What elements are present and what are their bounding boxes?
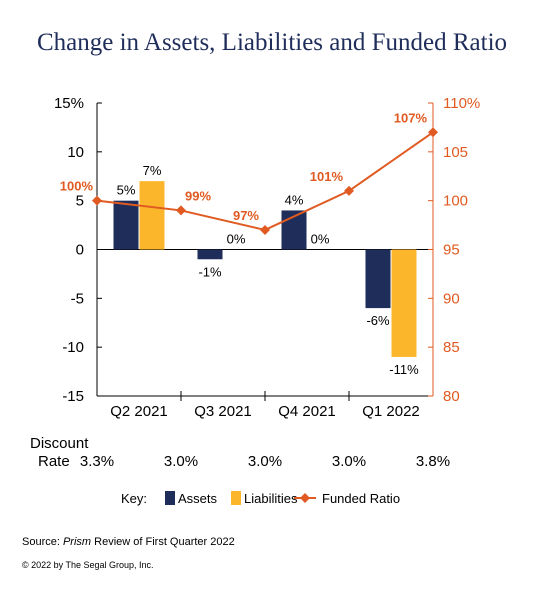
left-tick-label: -10 xyxy=(62,339,84,356)
left-tick-label: 0 xyxy=(76,242,84,259)
data-label-assets-q1-2022: -6% xyxy=(366,313,390,328)
data-label-assets-q4-2021: 4% xyxy=(285,192,304,207)
category-label-q3-2021: Q3 2021 xyxy=(194,403,252,420)
funded-ratio-label: 99% xyxy=(185,188,211,203)
category-label-q4-2021: Q4 2021 xyxy=(278,403,336,420)
bar-assets-q3-2021 xyxy=(197,249,223,260)
data-label-liabilities-q2-2021: 7% xyxy=(143,163,162,178)
funded-ratio-marker xyxy=(92,195,102,206)
bar-liabilities-q2-2021 xyxy=(139,181,165,250)
bar-assets-q2-2021 xyxy=(113,200,139,250)
legend-key-label: Key: xyxy=(121,491,147,506)
left-tick-label: -15 xyxy=(62,388,84,405)
source-publication: Prism xyxy=(63,536,91,548)
data-label-assets-q3-2021: -1% xyxy=(198,264,222,279)
legend-label-funded-ratio: Funded Ratio xyxy=(322,491,400,506)
left-tick-label: 10 xyxy=(67,144,84,161)
funded-ratio-label: 107% xyxy=(394,110,428,125)
legend-label-assets: Assets xyxy=(178,491,218,506)
source-note: Source: Prism Review of First Quarter 20… xyxy=(22,536,235,548)
right-tick-label: 90 xyxy=(443,290,460,307)
funded-ratio-marker xyxy=(176,205,186,216)
funded-ratio-label: 101% xyxy=(310,169,344,184)
data-label-liabilities-q4-2021: 0% xyxy=(311,232,330,247)
left-tick-label: 15% xyxy=(54,95,84,112)
discount-rate-value: 3.8% xyxy=(416,453,450,470)
right-tick-label: 95 xyxy=(443,242,460,259)
funded-ratio-marker xyxy=(344,185,354,196)
right-tick-label: 85 xyxy=(443,339,460,356)
discount-label: Discount xyxy=(30,435,89,452)
chart-title: Change in Assets, Liabilities and Funded… xyxy=(37,29,507,56)
discount-rate-value: 3.0% xyxy=(164,453,198,470)
legend-label-liabilities: Liabilities xyxy=(244,491,298,506)
funded-ratio-label: 97% xyxy=(233,208,259,223)
copyright: © 2022 by The Segal Group, Inc. xyxy=(22,560,154,570)
data-label-liabilities-q3-2021: 0% xyxy=(227,232,246,247)
data-label-liabilities-q1-2022: -11% xyxy=(389,362,419,377)
funded-ratio-label: 100% xyxy=(60,179,94,194)
rate-label: Rate xyxy=(38,453,70,470)
legend-swatch-liabilities xyxy=(231,491,241,505)
right-tick-label: 105 xyxy=(443,144,468,161)
source-prefix: Source: xyxy=(22,536,63,548)
category-label-q1-2022: Q1 2022 xyxy=(362,403,420,420)
funded-ratio-marker xyxy=(260,224,270,235)
right-tick-label: 100 xyxy=(443,193,468,210)
right-tick-label: 110% xyxy=(443,95,480,112)
left-tick-label: -5 xyxy=(71,290,84,307)
bar-assets-q1-2022 xyxy=(365,249,391,309)
funded-ratio-line-group: 100%99%97%101%107% xyxy=(60,110,438,235)
funded-ratio-marker xyxy=(428,127,438,138)
data-label-assets-q2-2021: 5% xyxy=(117,183,136,198)
bars: 5% -1% 4% -6% 7% 0% 0% -11% xyxy=(113,163,419,377)
left-tick-label: 5 xyxy=(76,193,84,210)
legend-swatch-assets xyxy=(165,491,175,505)
category-label-q2-2021: Q2 2021 xyxy=(110,403,168,420)
discount-rate-value: 3.0% xyxy=(248,453,282,470)
discount-rate-value: 3.0% xyxy=(332,453,366,470)
legend: Key: Assets Liabilities Funded Ratio xyxy=(121,491,400,506)
bar-liabilities-q1-2022 xyxy=(391,249,417,357)
right-tick-label: 80 xyxy=(443,388,460,405)
legend-marker-funded-ratio xyxy=(300,493,310,503)
discount-rate-value: 3.3% xyxy=(80,453,114,470)
source-suffix: Review of First Quarter 2022 xyxy=(91,536,235,548)
